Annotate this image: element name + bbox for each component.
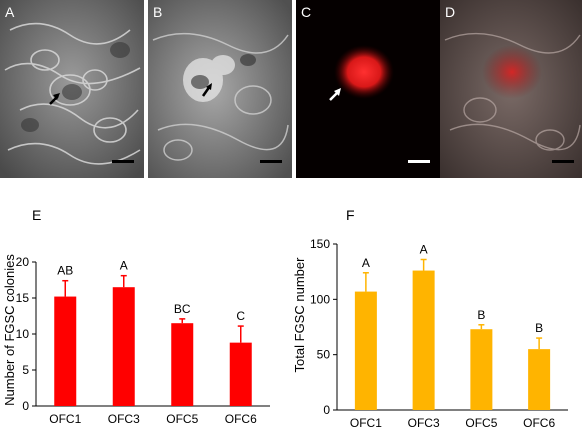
phase-contrast-image-a: [0, 0, 144, 178]
bar-ofc3: [412, 270, 435, 410]
fluorescence-image-c: [296, 0, 440, 178]
scale-bar: [260, 160, 282, 163]
panel-label: B: [153, 4, 163, 20]
panel-label: A: [5, 4, 15, 20]
bar-ofc3: [112, 287, 135, 406]
panel-label: C: [301, 4, 312, 20]
x-tick-label: OFC5: [166, 412, 198, 426]
y-tick-label: 20: [16, 255, 30, 269]
y-tick-label: 150: [310, 237, 330, 251]
y-axis-label: Total FGSC number: [292, 257, 307, 373]
y-tick-label: 15: [16, 291, 30, 305]
micrograph-panel-c: C: [296, 0, 440, 178]
significance-label: A: [362, 256, 370, 270]
significance-label: A: [120, 259, 128, 273]
x-tick-label: OFC3: [408, 416, 440, 430]
x-tick-label: OFC6: [523, 416, 555, 430]
chart-e: E Number of FGSC colonies 0 5 10 15 20 AB OFC1…: [0, 190, 290, 432]
panel-label: D: [445, 4, 456, 20]
panel-label-f: F: [346, 207, 355, 223]
significance-label: B: [535, 321, 543, 335]
x-tick-label: OFC5: [465, 416, 497, 430]
x-tick-label: OFC1: [350, 416, 382, 430]
panel-label-e: E: [32, 207, 41, 223]
bar-chart-e: E Number of FGSC colonies 0 5 10 15 20 AB OFC1…: [2, 207, 270, 426]
bar-chart-f: F Total FGSC number 0 50 100 150 A OFC1 A OFC3 B…: [292, 207, 568, 430]
y-tick-label: 10: [16, 327, 30, 341]
bar-ofc5: [171, 323, 194, 406]
y-tick-label: 50: [317, 348, 331, 362]
micrograph-panel-a: A: [0, 0, 144, 178]
bar-ofc1: [354, 291, 377, 410]
bar-ofc6: [528, 349, 551, 410]
significance-label: A: [420, 242, 428, 256]
bar-ofc6: [229, 342, 252, 406]
significance-label: B: [477, 308, 485, 322]
chart-f: F Total FGSC number 0 50 100 150 A OFC1 A OFC3 B…: [290, 190, 582, 432]
y-tick-label: 100: [310, 292, 330, 306]
y-tick-label: 0: [22, 399, 29, 413]
scale-bar: [112, 160, 134, 163]
significance-label: AB: [57, 264, 73, 278]
y-tick-label: 0: [323, 403, 330, 417]
scale-bar: [552, 160, 574, 163]
x-tick-label: OFC3: [108, 412, 140, 426]
significance-label: C: [236, 309, 245, 323]
micrograph-panel-d: D: [440, 0, 582, 178]
y-axis-label: Number of FGSC colonies: [2, 254, 17, 406]
scale-bar: [408, 160, 430, 163]
y-tick-label: 5: [22, 363, 29, 377]
bar-ofc1: [54, 296, 77, 406]
x-tick-label: OFC6: [225, 412, 257, 426]
phase-contrast-image-b: [148, 0, 292, 178]
x-tick-label: OFC1: [49, 412, 81, 426]
merged-image-d: [440, 0, 582, 178]
micrograph-panel-b: B: [148, 0, 292, 178]
bar-ofc5: [470, 329, 493, 410]
significance-label: BC: [174, 302, 191, 316]
